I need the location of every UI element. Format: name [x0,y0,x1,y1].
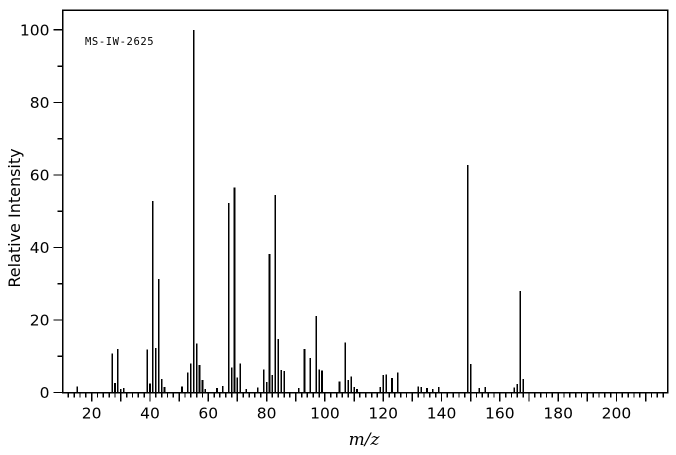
x-axis-tick-label: 140 [427,405,457,423]
y-axis-ticks: 0 20 40 60 80 100 [20,21,63,402]
y-axis-tick-label: 20 [30,311,50,329]
x-axis-tick-label: 120 [368,405,398,423]
y-axis-tick-label: 80 [30,94,50,112]
x-axis-tick-label: 180 [543,405,573,423]
x-axis-tick-label: 200 [602,405,632,423]
x-axis-tick-label: 60 [198,405,218,423]
x-axis-tick-label: 100 [310,405,340,423]
spectrum-id-label: MS-IW-2625 [85,36,154,48]
y-axis-tick-label: 100 [20,21,50,39]
plot-border [61,9,669,394]
y-axis-tick-label: 0 [40,384,50,402]
peak-lines [76,29,524,393]
x-axis-ticks: 20 40 60 80 100 120 140 160 180 200 [67,392,664,423]
x-axis-tick-label: 80 [257,405,277,423]
x-axis-tick-label: 20 [82,405,102,423]
y-axis-tick-label: 40 [30,239,50,257]
x-axis-tick-label: 40 [140,405,160,423]
y-axis-tick-label: 60 [30,166,50,184]
x-axis-title: m/z [349,430,381,450]
y-axis-title: Relative Intensity [5,148,24,287]
x-axis-tick-label: 160 [485,405,515,423]
